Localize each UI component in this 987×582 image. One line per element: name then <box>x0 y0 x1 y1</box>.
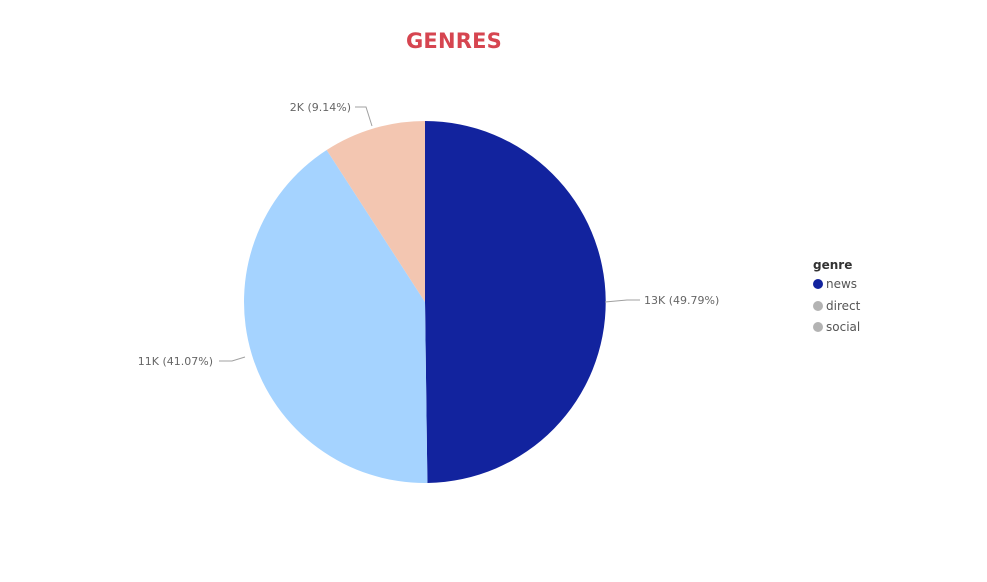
leader-line-social <box>355 106 373 127</box>
data-label-news: 13K (49.79%) <box>644 294 719 307</box>
legend-marker-news <box>813 279 823 290</box>
data-label-social: 2K (9.14%) <box>290 101 351 114</box>
legend-marker-direct <box>813 300 823 311</box>
pie-slice-social[interactable] <box>326 121 425 302</box>
chart-title: GENRES <box>406 29 502 53</box>
pie-slice-news[interactable] <box>425 121 606 483</box>
legend-item-news[interactable]: news <box>813 271 860 298</box>
pie-slice-direct[interactable] <box>244 150 428 483</box>
leader-line-news <box>604 299 640 303</box>
data-label-direct: 11K (41.07%) <box>138 355 213 368</box>
legend: genre news direct social <box>813 258 860 341</box>
legend-marker-social <box>813 322 823 333</box>
legend-label-direct: direct <box>826 298 861 313</box>
legend-item-direct[interactable]: direct <box>813 293 860 320</box>
pie-slices <box>244 121 606 483</box>
legend-title: genre <box>813 258 853 272</box>
leader-line-direct <box>219 356 246 362</box>
legend-label-news: news <box>826 277 858 292</box>
pie-data-labels: 13K (49.79%) 11K (41.07%) 2K (9.14%) <box>138 101 719 368</box>
legend-item-social[interactable]: social <box>813 314 860 341</box>
legend-label-social: social <box>826 320 861 335</box>
